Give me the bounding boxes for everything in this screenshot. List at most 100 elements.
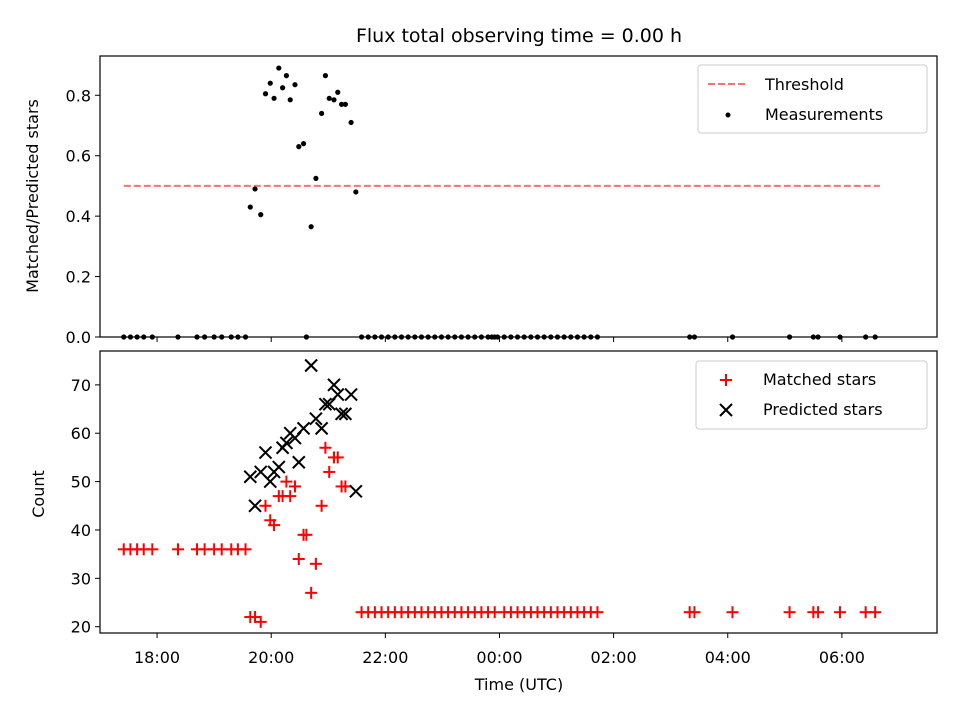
measurement-point [252,186,258,192]
matched-star-point [783,606,796,619]
bottom-y-tick-label: 30 [71,569,91,588]
measurement-point [313,175,319,181]
measurement-point [296,144,302,150]
top-y-ticks: 0.0 0.2 0.4 0.6 0.8 [66,86,100,347]
bottom-y-tick-label: 70 [71,376,91,395]
measurement-point [353,189,359,195]
top-y-tick-label: 0.8 [66,86,91,105]
top-y-tick-label: 0.6 [66,147,91,166]
predicted-star-point [292,455,306,469]
x-tick-label: 18:00 [134,648,180,667]
legend-predicted-swatch [719,403,733,417]
predicted-star-point [331,387,345,402]
measurement-point [247,204,253,210]
bottom-y-tick-label: 40 [71,521,91,540]
bottom-plot-area [117,358,882,628]
matched-star-point [339,480,352,493]
matched-star-point [288,480,301,493]
predicted-star-point [248,499,262,513]
measurement-point [319,110,325,117]
measurement-point [322,73,329,79]
legend-matched-label: Matched stars [763,370,876,389]
measurement-point [283,73,290,79]
matched-star-point [280,475,293,488]
top-y-tick-label: 0.2 [66,268,91,287]
matched-star-point [315,499,328,512]
predicted-star-point [314,421,329,436]
legend-measurements-swatch [725,112,731,118]
matched-star-point [688,606,701,619]
predicted-star-point [338,407,353,421]
matched-star-point [239,543,252,556]
measurement-point [326,95,332,101]
matched-star-point [323,465,336,478]
matched-star-point [146,543,159,556]
matched-star-point [319,441,332,454]
top-y-axis-label: Matched/Predicted stars [23,99,42,293]
measurement-point [331,97,337,103]
matched-star-point [726,606,739,619]
measurement-point [287,97,293,103]
predicted-star-point [279,436,294,450]
bottom-y-tick-label: 20 [71,618,91,637]
chart-title: Flux total observing time = 0.00 h [356,25,682,47]
matched-star-point [591,606,604,619]
bottom-y-axis-label: Count [29,470,48,518]
matched-star-point [331,451,344,464]
predicted-star-point [344,387,358,402]
measurement-point [308,224,314,230]
top-y-tick-label: 0.4 [66,207,91,226]
legend-matched-swatch [720,374,732,386]
top-y-tick-label: 0.0 [66,328,91,347]
predicted-star-point [258,445,273,460]
x-tick-label: 22:00 [362,648,408,667]
measurement-point [280,85,286,91]
legend-measurements-label: Measurements [765,105,883,124]
matched-star-point [812,606,825,619]
measurement-point [300,141,307,147]
bottom-axes-frame [99,350,938,634]
matched-star-point [268,519,281,532]
matched-star-point [869,606,882,619]
measurement-point [342,101,348,107]
matched-star-point [300,528,313,541]
top-axes-frame [99,55,938,338]
predicted-star-point [296,421,311,436]
predicted-star-point [243,470,257,484]
matched-star-point [305,586,318,599]
predicted-star-point [304,358,318,373]
x-axis-label: Time (UTC) [474,675,563,694]
top-panel: 0.00.20.40.60.8 Matched/Predicted stars … [23,55,938,347]
predicted-star-point [334,407,349,421]
matched-star-point [292,552,305,565]
matched-star-point [833,606,846,619]
predicted-star-point [327,378,341,392]
predicted-star-point [272,460,286,474]
x-tick-label: 06:00 [819,648,865,667]
bottom-legend-box [695,360,928,430]
predicted-star-point [318,397,333,411]
measurement-point [276,65,282,71]
top-legend: Threshold Measurements [697,64,928,134]
predicted-star-point [263,474,277,489]
bottom-legend: Matched stars Predicted stars [695,360,928,430]
bottom-panel: 20 30 40 50 60 70 18:00 20:00 22:00 00:00 02:00 04… [29,350,938,694]
bottom-y-tick-label: 60 [71,424,91,443]
bottom-y-ticks: 20 30 40 50 60 70 [71,376,100,637]
measurement-point [292,82,298,88]
bottom-x-ticks: 18:00 20:00 22:00 00:00 02:00 04:00 06:00 [134,633,865,667]
measurement-point [348,119,354,126]
x-tick-label: 20:00 [248,648,294,667]
predicted-star-point [349,484,363,498]
measurement-point [267,80,273,86]
measurement-point [271,95,277,101]
measurement-point [338,101,345,107]
matched-star-point [254,615,267,628]
measurement-point [258,212,264,218]
x-tick-label: 02:00 [591,648,637,667]
legend-threshold-label: Threshold [764,75,844,94]
top-x-ticks [156,337,843,342]
legend-predicted-label: Predicted stars [763,400,883,419]
matched-star-point [171,543,184,556]
